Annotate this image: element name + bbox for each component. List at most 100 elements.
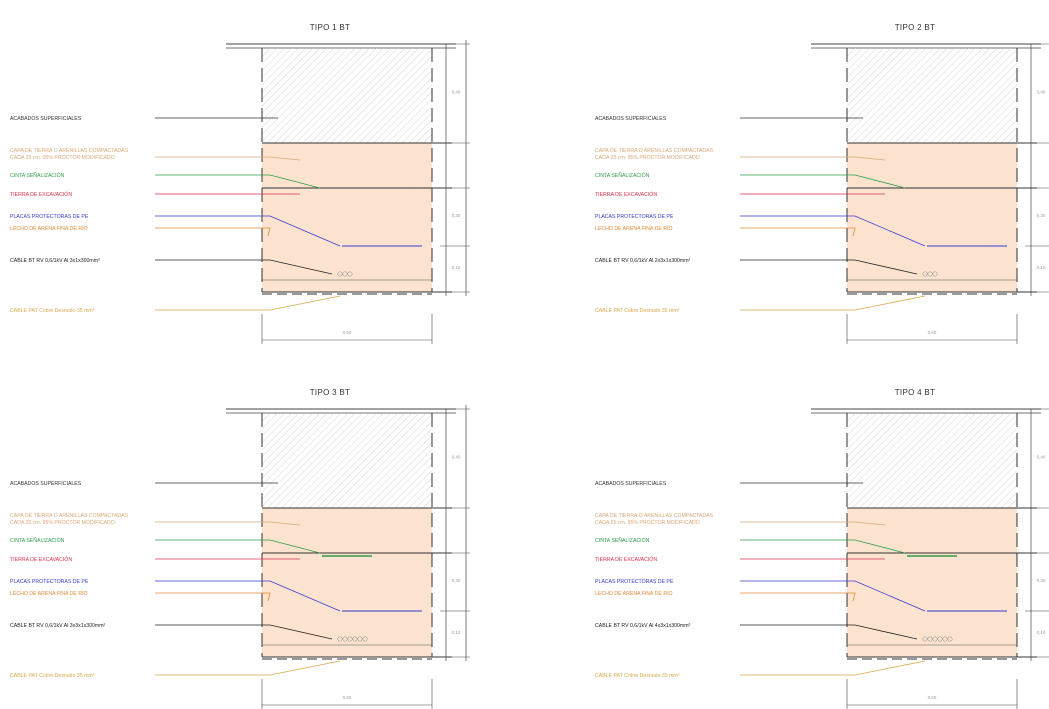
soil-fill	[847, 508, 1017, 657]
label-placas: PLACAS PROTECTORAS DE PE	[595, 579, 674, 585]
leader-cable-pat	[155, 295, 341, 311]
dimension-text: 0,30	[1037, 578, 1046, 583]
trench-section-panel: TIPO 2 BT 0,40 0,30 0,10 0,60 ACABADOS SUPERF…	[595, 23, 1049, 344]
leader-cable-bt	[740, 624, 918, 640]
label-cinta: CINTA SEÑALIZACIÓN	[10, 537, 65, 544]
cable-conductor	[937, 636, 943, 642]
cable-conductor	[347, 271, 353, 277]
label-cable-pat: CABLE PAT Cobre Desnudo 35 mm²	[595, 673, 680, 679]
cable-conductor	[942, 636, 948, 642]
dimension-text: 0,30	[1037, 213, 1046, 218]
label-cable-bt: CABLE BT RV 0,6/1kV Al 2x3x1x300mm²	[595, 258, 691, 264]
label-tierra-exc: TIERRA DE EXCAVACIÓN	[595, 556, 657, 563]
cable-conductor	[932, 271, 938, 277]
panel-title: TIPO 1 BT	[310, 23, 351, 32]
label-cable-pat: CABLE PAT Cobre Desnudo 35 mm²	[595, 308, 680, 314]
label-arena: LECHO DE ARENA FINA DE RÍO	[10, 590, 88, 597]
dimension-text: 0,60	[343, 330, 352, 335]
label-acabados: ACABADOS SUPERFICIALES	[10, 116, 82, 122]
label-cable-pat: CABLE PAT Cobre Desnudo 35 mm²	[10, 673, 95, 679]
label-tierra-1: CAPA DE TIERRA O ARENILLAS COMPACTADAS	[595, 148, 714, 154]
label-cinta: CINTA SEÑALIZACIÓN	[10, 172, 65, 179]
label-tierra-2: CADA 25 cm. 95% PROCTOR MODIFICADO	[595, 520, 700, 526]
label-cable-bt: CABLE BT RV 0,6/1kV Al 3x1x300mm²	[10, 258, 100, 264]
dimension-text: 0,30	[452, 578, 461, 583]
leader-tierra-2	[155, 156, 301, 161]
label-tierra-2: CADA 25 cm. 95% PROCTOR MODIFICADO	[10, 520, 115, 526]
label-cinta: CINTA SEÑALIZACIÓN	[595, 537, 650, 544]
trench-section-panel: TIPO 3 BT 0,40 0,30 0,10 0,60 ACABADOS SUPERF…	[10, 388, 470, 709]
leader-cable-pat	[740, 295, 926, 311]
cable-conductor	[337, 636, 343, 642]
label-tierra-2: CADA 25 cm. 95% PROCTOR MODIFICADO	[10, 155, 115, 161]
label-tierra-exc: TIERRA DE EXCAVACIÓN	[10, 191, 72, 198]
cable-conductor	[922, 636, 928, 642]
leader-cable-pat	[740, 660, 926, 676]
pavement-hatch	[847, 48, 1017, 143]
cable-conductor	[347, 636, 353, 642]
cable-conductor	[927, 271, 933, 277]
label-arena: LECHO DE ARENA FINA DE RÍO	[595, 225, 673, 232]
trench-section-panel: TIPO 4 BT 0,40 0,30 0,10 0,60 ACABADOS SUPERF…	[595, 388, 1049, 709]
cable-conductor	[337, 271, 343, 277]
cable-conductor	[932, 636, 938, 642]
soil-fill	[262, 508, 432, 657]
cable-conductor	[362, 636, 368, 642]
dimension-text: 0,60	[928, 330, 937, 335]
label-placas: PLACAS PROTECTORAS DE PE	[10, 579, 89, 585]
label-tierra-1: CAPA DE TIERRA O ARENILLAS COMPACTADAS	[10, 148, 129, 154]
leader-cinta	[155, 539, 321, 554]
leader-tierra-2	[155, 521, 301, 526]
trench-section-panel: TIPO 1 BT 0,40 0,30 0,10 0,60 ACABADOS SUPERF…	[10, 23, 470, 344]
leader-cinta	[155, 174, 321, 189]
leader-cable-bt	[155, 624, 333, 640]
leader-placas	[740, 215, 926, 247]
dimension-text: 0,40	[452, 455, 461, 460]
label-tierra-2: CADA 25 cm. 95% PROCTOR MODIFICADO	[595, 155, 700, 161]
label-tierra-exc: TIERRA DE EXCAVACIÓN	[10, 556, 72, 563]
leader-cinta	[740, 174, 906, 189]
dimension-text: 0,40	[1037, 455, 1046, 460]
cable-conductor	[922, 271, 928, 277]
label-cinta: CINTA SEÑALIZACIÓN	[595, 172, 650, 179]
dimension-text: 0,30	[452, 213, 461, 218]
cable-conductor	[947, 636, 953, 642]
label-placas: PLACAS PROTECTORAS DE PE	[10, 214, 89, 220]
leader-tierra-2	[740, 521, 886, 526]
pavement-hatch	[262, 413, 432, 508]
label-acabados: ACABADOS SUPERFICIALES	[595, 481, 667, 487]
dimension-text: 0,10	[1037, 630, 1046, 635]
label-acabados: ACABADOS SUPERFICIALES	[595, 116, 667, 122]
dimension-text: 0,10	[1037, 265, 1046, 270]
leader-placas	[155, 580, 341, 612]
dimension-text: 0,60	[928, 695, 937, 700]
label-tierra-1: CAPA DE TIERRA O ARENILLAS COMPACTADAS	[10, 513, 129, 519]
dimension-text: 0,60	[343, 695, 352, 700]
panel-title: TIPO 3 BT	[310, 388, 351, 397]
soil-fill	[262, 143, 432, 292]
leader-tierra-2	[740, 156, 886, 161]
label-tierra-1: CAPA DE TIERRA O ARENILLAS COMPACTADAS	[595, 513, 714, 519]
cable-conductor	[927, 636, 933, 642]
leader-cinta	[740, 539, 906, 554]
leader-arena	[155, 592, 271, 602]
pavement-hatch	[262, 48, 432, 143]
leader-placas	[740, 580, 926, 612]
cable-conductor	[342, 271, 348, 277]
dimension-text: 0,40	[452, 90, 461, 95]
dimension-text: 0,10	[452, 265, 461, 270]
pavement-hatch	[847, 413, 1017, 508]
cable-conductor	[357, 636, 363, 642]
soil-fill	[847, 143, 1017, 292]
label-cable-bt: CABLE BT RV 0,6/1kV Al 4x3x1x300mm²	[595, 623, 691, 629]
dimension-text: 0,40	[1037, 90, 1046, 95]
panel-title: TIPO 4 BT	[895, 388, 936, 397]
cable-conductor	[342, 636, 348, 642]
label-acabados: ACABADOS SUPERFICIALES	[10, 481, 82, 487]
label-arena: LECHO DE ARENA FINA DE RÍO	[10, 225, 88, 232]
label-cable-pat: CABLE PAT Cobre Desnudo 35 mm²	[10, 308, 95, 314]
leader-cable-pat	[155, 660, 341, 676]
leader-arena	[740, 592, 856, 602]
label-arena: LECHO DE ARENA FINA DE RÍO	[595, 590, 673, 597]
